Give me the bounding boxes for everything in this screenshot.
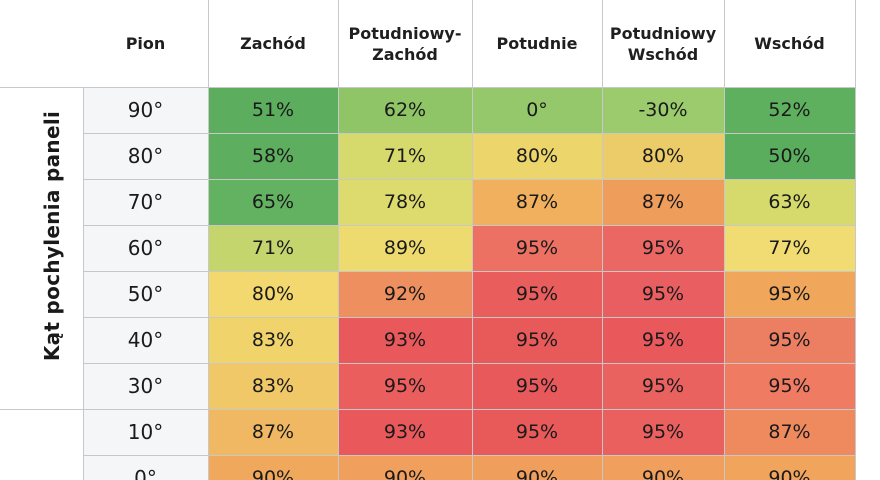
row-label: 80° <box>83 133 208 179</box>
heatmap-cell: 95% <box>602 225 724 271</box>
heatmap-cell: 80% <box>602 133 724 179</box>
heatmap-cell: 87% <box>602 179 724 225</box>
heatmap-cell: 83% <box>208 317 338 363</box>
grid-line-vertical <box>724 0 725 480</box>
heatmap-cell: 65% <box>208 179 338 225</box>
heatmap-cell: 71% <box>338 133 472 179</box>
heatmap-cell: 83% <box>208 363 338 409</box>
heatmap-cell: 63% <box>724 179 855 225</box>
heatmap-cell: 95% <box>472 225 602 271</box>
heatmap-cell: 62% <box>338 87 472 133</box>
grid-line-horizontal <box>83 455 855 456</box>
heatmap-cell: 87% <box>724 409 855 455</box>
row-label: 40° <box>83 317 208 363</box>
heatmap-cell: 95% <box>472 271 602 317</box>
column-header: Wschód <box>754 34 825 53</box>
heatmap-cell: 95% <box>602 409 724 455</box>
heatmap-cell: 80% <box>208 271 338 317</box>
heatmap-cell: 95% <box>338 363 472 409</box>
grid-line-horizontal <box>83 225 855 226</box>
column-header: Zachód <box>240 34 306 53</box>
row-label: 60° <box>83 225 208 271</box>
grid-line-horizontal <box>83 271 855 272</box>
column-header: Potudniowy- Zachód <box>348 23 462 64</box>
grid-line-vertical <box>855 0 856 480</box>
heatmap-cell: 95% <box>602 271 724 317</box>
heatmap-cell: 95% <box>472 363 602 409</box>
column-header: Potudnie <box>496 34 578 53</box>
heatmap-cell: 0° <box>472 87 602 133</box>
row-label: 90° <box>83 87 208 133</box>
heatmap-cell: 80% <box>472 133 602 179</box>
column-header: Potudniowy Wschód <box>609 23 717 64</box>
heatmap-cell: 95% <box>472 317 602 363</box>
heatmap-cell: 58% <box>208 133 338 179</box>
heatmap-cell: 90% <box>208 455 338 480</box>
grid-line-horizontal <box>83 133 855 134</box>
heatmap-cell: 52% <box>724 87 855 133</box>
heatmap-cell: 78% <box>338 179 472 225</box>
heatmap-cell: 95% <box>472 409 602 455</box>
heatmap-cell: 89% <box>338 225 472 271</box>
heatmap-cell: 90% <box>472 455 602 480</box>
heatmap-cell: 50% <box>724 133 855 179</box>
heatmap-cell: 95% <box>602 317 724 363</box>
heatmap-cell: 92% <box>338 271 472 317</box>
heatmap-cell: 93% <box>338 317 472 363</box>
heatmap-cell: 51% <box>208 87 338 133</box>
grid-line-horizontal <box>83 363 855 364</box>
row-label: 70° <box>83 179 208 225</box>
heatmap-cell: 90% <box>602 455 724 480</box>
grid-line-vertical <box>472 0 473 480</box>
heatmap-cell: 87% <box>472 179 602 225</box>
heatmap-cell: 77% <box>724 225 855 271</box>
group-divider <box>0 409 83 410</box>
heatmap-cell: 93% <box>338 409 472 455</box>
heatmap-cell: -30% <box>602 87 724 133</box>
heatmap-cell: 87% <box>208 409 338 455</box>
row-label: 0° <box>83 455 208 480</box>
row-label: 10° <box>83 409 208 455</box>
grid-line-horizontal <box>83 409 855 410</box>
grid-line-vertical <box>208 0 209 480</box>
heatmap-cell: 95% <box>724 271 855 317</box>
heatmap-cell: 95% <box>724 363 855 409</box>
heatmap-cell: 95% <box>724 317 855 363</box>
heatmap-cell: 71% <box>208 225 338 271</box>
grid-line-vertical <box>602 0 603 480</box>
grid-line-vertical <box>338 0 339 480</box>
grid-line-horizontal <box>83 179 855 180</box>
grid-line-vertical <box>83 87 84 480</box>
header-divider <box>0 87 855 88</box>
row-label: 30° <box>83 363 208 409</box>
heatmap-cell: 95% <box>602 363 724 409</box>
heatmap-cell: 90% <box>338 455 472 480</box>
heatmap-cell: 90% <box>724 455 855 480</box>
grid-line-horizontal <box>83 317 855 318</box>
y-axis-title: Kąt pochylenia paneli <box>40 110 64 362</box>
corner-header-label: Pion <box>125 34 166 53</box>
row-label: 50° <box>83 271 208 317</box>
